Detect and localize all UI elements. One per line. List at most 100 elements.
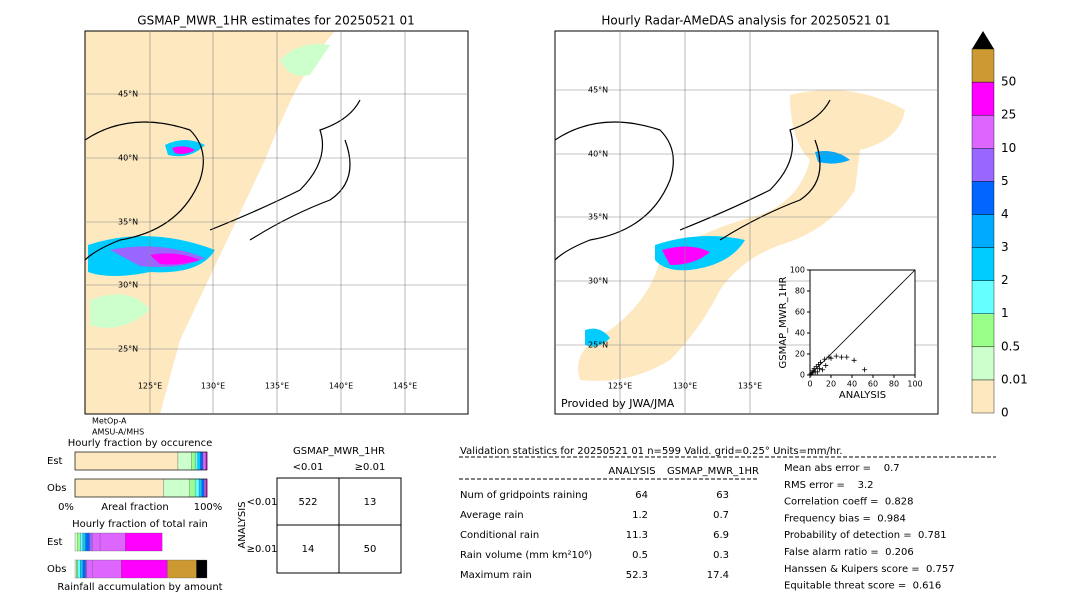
label: Rainfall accumulation by amount <box>57 582 222 593</box>
fraction-segment <box>80 532 84 552</box>
point <box>851 357 857 363</box>
label: <0.01 <box>247 497 278 508</box>
colorbar-segment <box>971 148 995 182</box>
label: 522 <box>298 497 317 508</box>
label: 1 <box>1001 306 1009 320</box>
label: Areal fraction <box>101 502 168 513</box>
point <box>833 353 839 359</box>
fraction-segment <box>198 478 202 498</box>
fraction-segment <box>74 478 164 498</box>
label: 140°E <box>329 382 353 391</box>
label: 25 <box>1001 108 1016 122</box>
label: 40 <box>795 329 805 338</box>
colorbar-segment <box>971 346 995 381</box>
label: 40°N <box>118 154 138 163</box>
point <box>862 367 868 373</box>
colorbar-segment <box>971 280 995 314</box>
colorbar-segment <box>971 247 995 281</box>
label: 135°E <box>738 382 762 391</box>
point <box>818 359 823 365</box>
point <box>823 363 829 369</box>
label: 40 <box>847 380 857 389</box>
label: 0.5 <box>1001 339 1020 353</box>
label: 80 <box>795 287 805 296</box>
label: 0 <box>1001 406 1009 420</box>
fraction-segment <box>85 559 88 579</box>
fraction-segment <box>82 559 86 579</box>
fraction-segment <box>121 559 168 579</box>
label: 135°E <box>265 382 289 391</box>
fraction-segment <box>189 478 196 498</box>
fraction-segment <box>74 559 77 579</box>
fraction-segment <box>92 532 101 552</box>
fraction-segment <box>167 559 197 579</box>
label: 10 <box>1001 141 1016 155</box>
fraction-segment <box>194 478 200 498</box>
fraction-segment <box>201 478 205 498</box>
label: 0 <box>800 371 805 380</box>
point <box>844 354 850 360</box>
label: Average rain <box>460 510 524 521</box>
fraction-segment <box>99 532 126 552</box>
point <box>809 370 815 376</box>
fraction-segment <box>74 532 78 552</box>
label: 25°N <box>588 341 608 350</box>
fraction-segment <box>74 451 179 471</box>
label: 1.2 <box>632 510 648 521</box>
fraction-segment <box>202 451 206 471</box>
label: 0.7 <box>713 510 729 521</box>
label: 35°N <box>118 218 138 227</box>
fraction-segment <box>77 559 81 579</box>
fraction-segment <box>196 559 208 579</box>
label: GSMAP_MWR_1HR <box>293 446 385 457</box>
fraction-segment <box>125 532 163 552</box>
label: False alarm ratio = 0.206 <box>784 547 914 558</box>
label: 0.5 <box>632 550 648 561</box>
point <box>816 366 822 372</box>
label: 20 <box>795 350 805 359</box>
label: 3 <box>1001 240 1009 254</box>
label: ≥0.01 <box>355 462 386 473</box>
label: 125°E <box>608 382 632 391</box>
bar-frame <box>74 451 208 471</box>
label: 100 <box>790 266 805 275</box>
fraction-segment <box>191 451 196 471</box>
rain-area <box>150 253 200 265</box>
fraction-segment <box>80 559 84 579</box>
label: AMSU-A/MHS <box>92 428 144 437</box>
label: Maximum rain <box>460 570 532 581</box>
label: Hanssen & Kuipers score = 0.757 <box>784 564 955 575</box>
fraction-segment <box>163 478 190 498</box>
label: Frequency bias = 0.984 <box>784 513 906 524</box>
label: 35°N <box>588 213 608 222</box>
label: 63 <box>716 490 729 501</box>
label: Rain volume (mm km²10⁶) <box>460 550 592 561</box>
label: 0 <box>807 380 812 389</box>
swath <box>85 31 335 414</box>
label: 20 <box>826 380 836 389</box>
label: 60 <box>868 380 878 389</box>
coastline <box>209 99 361 241</box>
label: 0.3 <box>713 550 729 561</box>
point <box>814 369 820 375</box>
label: ANALYSIS <box>237 501 248 548</box>
label: 64 <box>635 490 648 501</box>
label: GSMAP_MWR_1HR <box>667 466 759 477</box>
label: 45°N <box>118 90 138 99</box>
colorbar-segment <box>971 81 995 116</box>
fraction-segment <box>82 532 86 552</box>
point <box>820 367 826 373</box>
point <box>826 354 832 360</box>
label: 50 <box>364 544 377 555</box>
label: Est <box>47 537 63 548</box>
fraction-segment <box>77 532 81 552</box>
label: Obs <box>47 483 66 494</box>
bar-frame <box>74 478 208 498</box>
colorbar-segment <box>971 181 995 215</box>
label: Hourly Radar-AMeDAS analysis for 2025052… <box>601 14 890 28</box>
point <box>810 368 816 374</box>
fraction-segment <box>194 451 198 471</box>
label: GSMAP_MWR_1HR estimates for 20250521 01 <box>137 14 414 28</box>
